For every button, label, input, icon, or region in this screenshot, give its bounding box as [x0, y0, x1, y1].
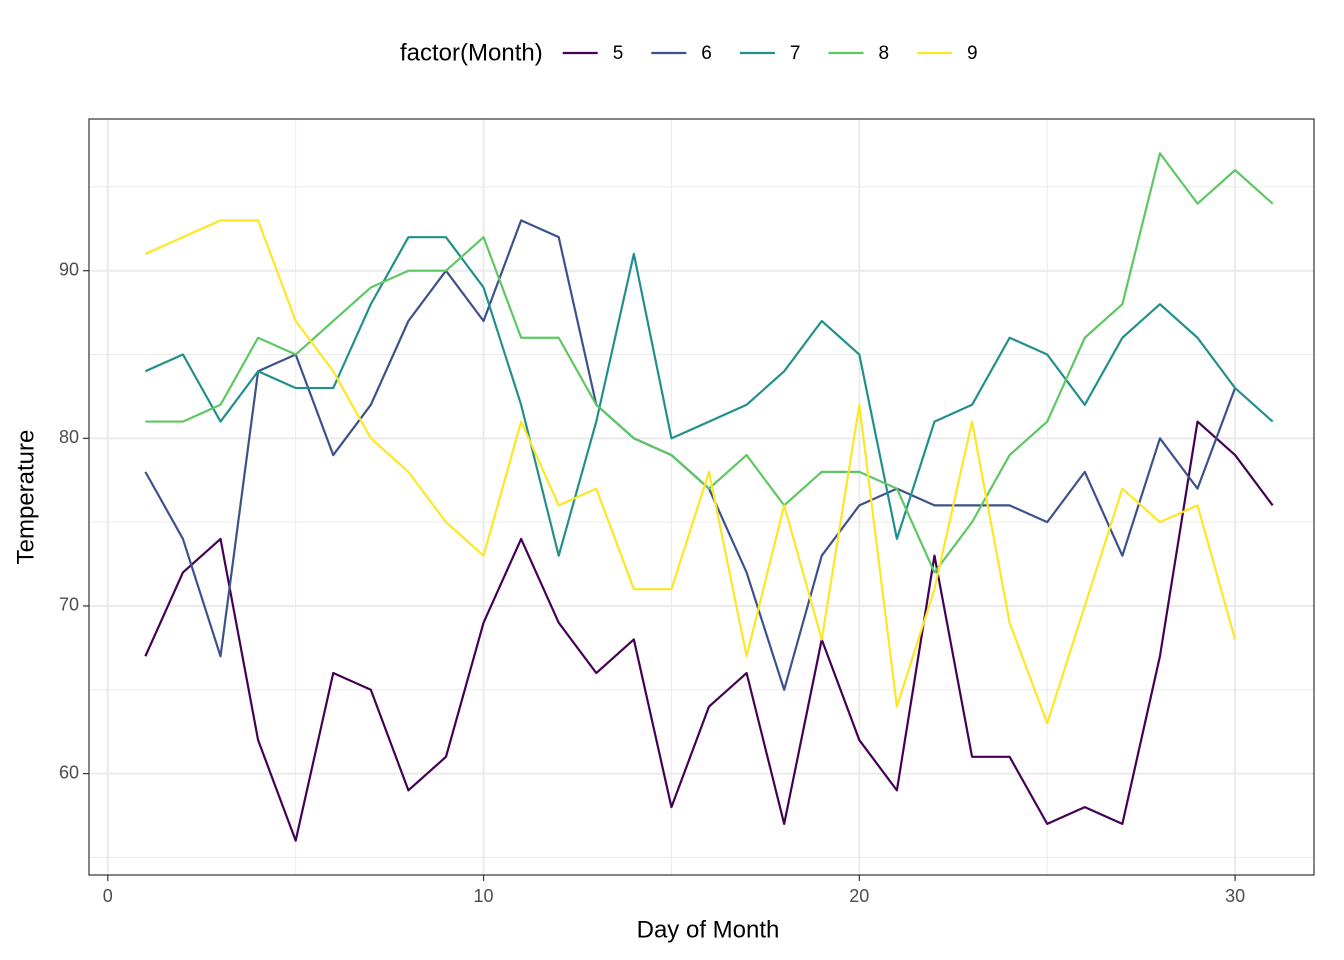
y-tick-label: 80	[59, 427, 79, 447]
line-series	[145, 152, 1274, 574]
line-series	[144, 219, 1237, 725]
y-tick-label: 70	[59, 595, 79, 615]
y-tick-label: 90	[59, 259, 79, 279]
x-tick-label: 20	[849, 886, 869, 906]
legend-label: 9	[967, 43, 978, 64]
legend-title: factor(Month)	[400, 39, 543, 66]
x-tick-label: 0	[103, 886, 113, 906]
legend-label: 7	[790, 43, 801, 64]
y-tick-label: 60	[59, 762, 79, 782]
legend-label: 6	[701, 43, 712, 64]
plot-border	[88, 118, 1315, 876]
x-tick-label: 10	[474, 886, 494, 906]
y-axis-title: Temperature	[12, 430, 39, 565]
line-series	[144, 420, 1274, 842]
line-series	[144, 236, 1274, 557]
legend-label: 8	[878, 43, 889, 64]
legend-label: 5	[613, 43, 624, 64]
x-axis-title: Day of Month	[637, 916, 780, 943]
x-tick-label: 30	[1225, 886, 1245, 906]
